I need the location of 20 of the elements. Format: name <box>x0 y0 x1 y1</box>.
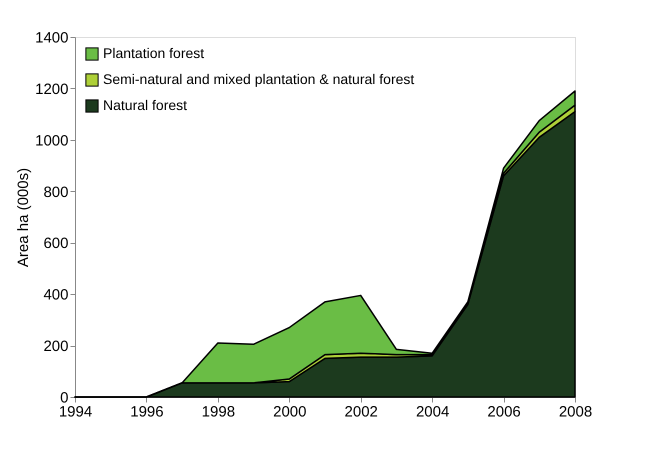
y-tick-label: 400 <box>43 286 68 304</box>
x-tick-label: 1996 <box>130 404 164 420</box>
legend-label: Natural forest <box>103 97 188 113</box>
x-tick-label: 2004 <box>416 404 450 420</box>
y-tick-label: 600 <box>43 235 68 252</box>
x-tick-label: 1998 <box>202 404 236 420</box>
y-tick-label: 1400 <box>35 30 68 46</box>
x-tick-label: 2000 <box>273 404 306 420</box>
x-tick-label: 2008 <box>558 404 592 420</box>
y-tick-label: 800 <box>43 184 68 201</box>
x-tick-label: 1994 <box>58 404 92 420</box>
y-tick-label: 1000 <box>35 132 68 150</box>
legend-label: Semi-natural and mixed plantation & natural forest <box>103 71 414 87</box>
y-axis-title: Area ha (000s) <box>15 168 32 268</box>
legend-label: Plantation forest <box>103 45 204 61</box>
x-tick-label: 2002 <box>344 404 378 420</box>
y-tick-label: 0 <box>60 390 68 406</box>
y-tick-label: 1200 <box>35 80 68 98</box>
y-tick-label: 200 <box>43 338 68 356</box>
x-tick-label: 2006 <box>487 404 521 420</box>
